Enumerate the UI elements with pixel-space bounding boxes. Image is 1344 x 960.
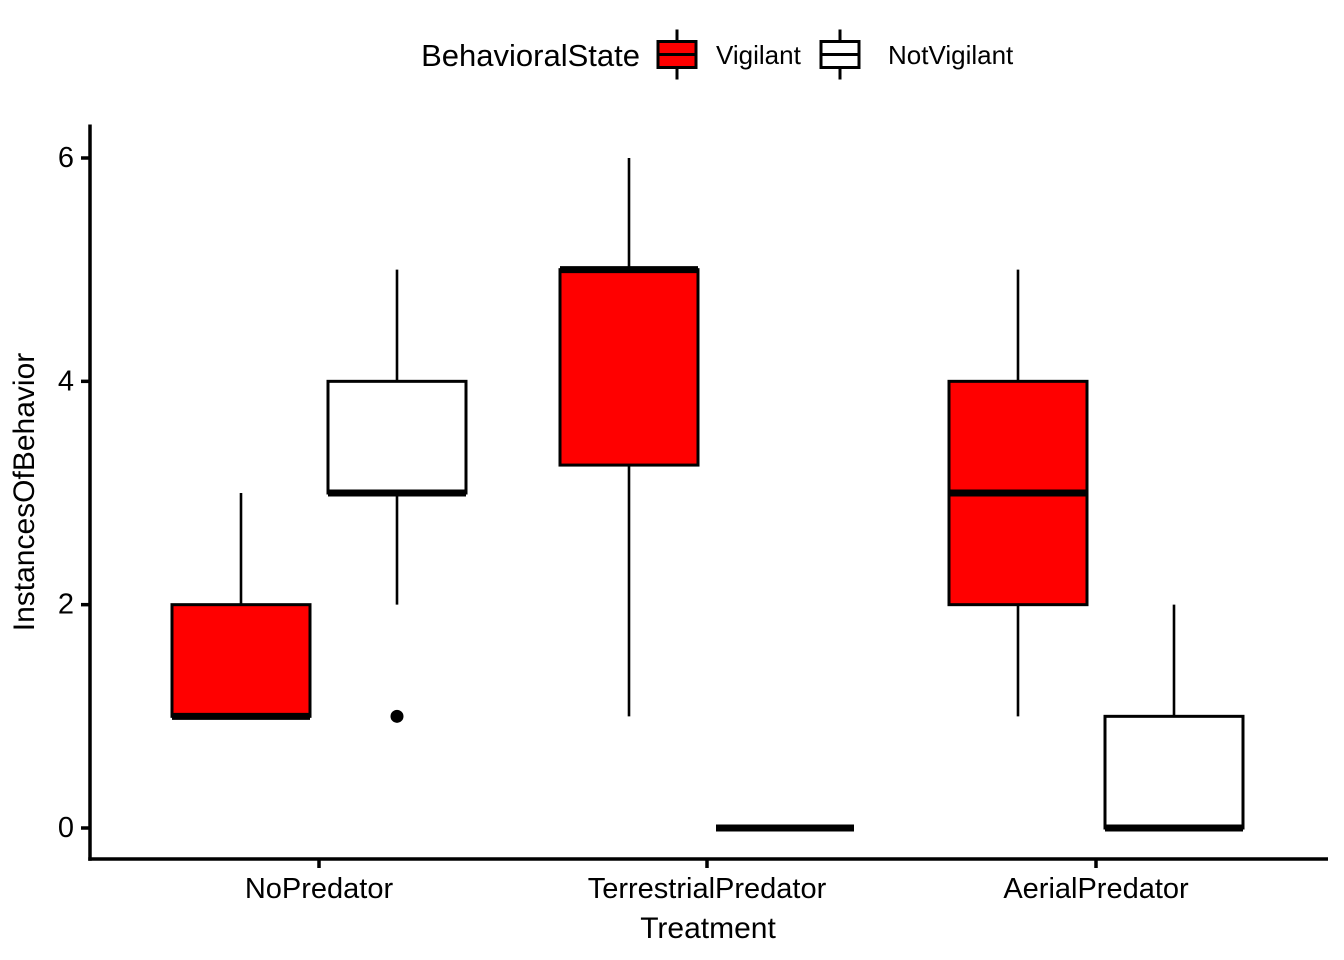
y-axis-title: InstancesOfBehavior (8, 353, 41, 631)
x-tick-label: TerrestrialPredator (588, 873, 827, 905)
legend-title: BehavioralState (421, 38, 640, 73)
x-tick-label: AerialPredator (1003, 873, 1189, 905)
box-vigilant-terrestrialpredator (558, 268, 700, 467)
box-notvigilant-aerialpredator (1103, 714, 1245, 830)
outlier-notvigilant-nopredator (390, 709, 404, 723)
box-vigilant-nopredator (170, 603, 312, 718)
y-tick-label: 6 (58, 142, 74, 174)
y-tick-label: 0 (58, 812, 74, 844)
plot-area: 0 2 4 6 NoPredator TerrestrialPredator AerialP… (58, 29, 1328, 905)
box-notvigilant-nopredator (326, 379, 468, 495)
legend-label-vigilant: Vigilant (716, 40, 802, 70)
x-axis-title: Treatment (640, 912, 776, 945)
y-tick-label: 4 (58, 365, 74, 397)
y-tick-label: 2 (58, 589, 74, 621)
x-tick-label: NoPredator (245, 873, 394, 905)
legend-label-notvigilant: NotVigilant (888, 40, 1014, 70)
